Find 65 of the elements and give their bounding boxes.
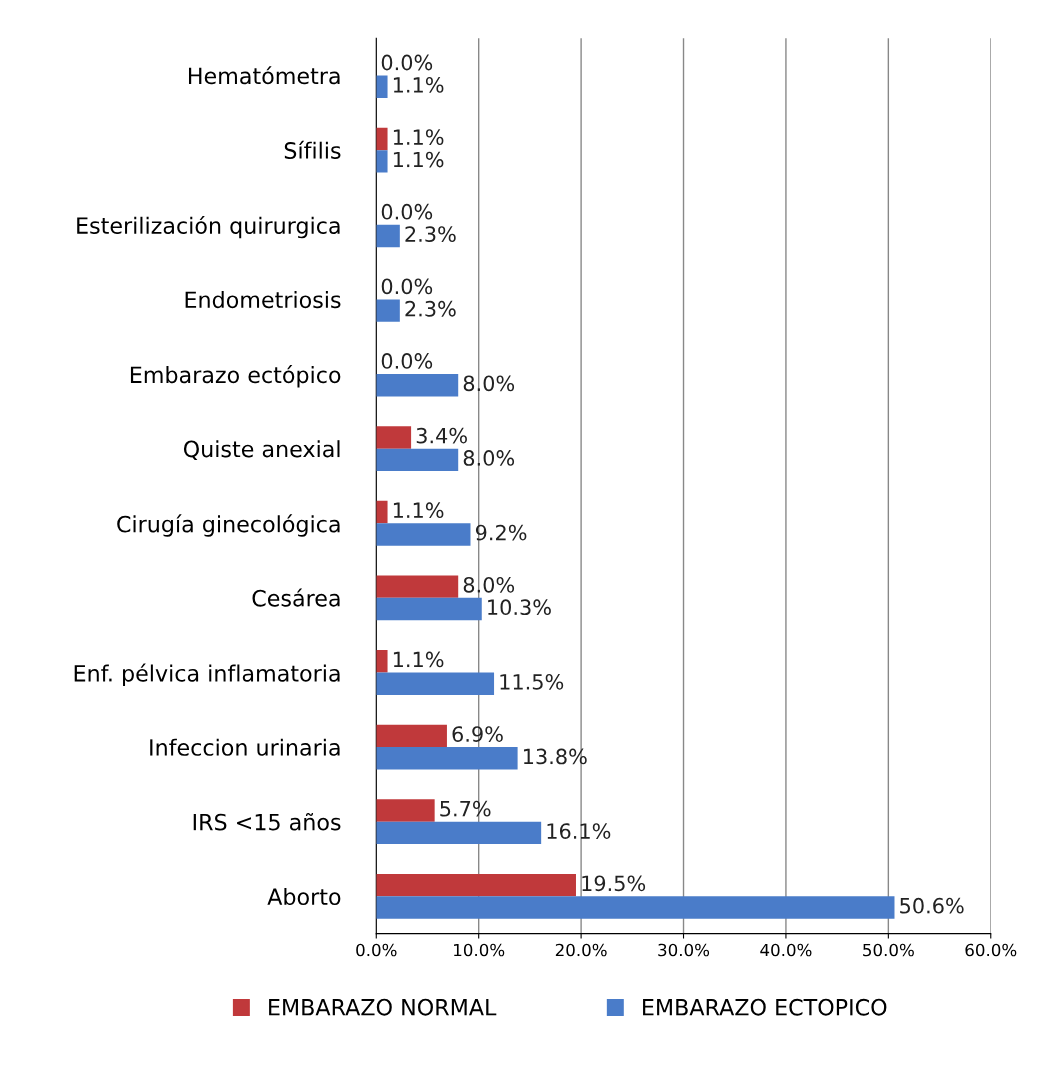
- x-tick-label: 0.0%: [356, 943, 397, 957]
- bar: [376, 873, 576, 897]
- bar: [376, 374, 459, 397]
- y-tick-label: Esterilización quirurgica: [77, 215, 340, 239]
- bar: [376, 523, 471, 546]
- bar: [376, 597, 482, 621]
- bar: [376, 575, 459, 598]
- bar: [376, 672, 495, 695]
- data-label: 8.0%: [463, 375, 515, 392]
- data-label: 19.5%: [582, 875, 646, 892]
- y-tick-label: Aborto: [267, 887, 341, 906]
- y-tick-label: Embarazo ectópico: [130, 365, 341, 388]
- x-tick-label: 40.0%: [760, 943, 812, 957]
- legend-label: EMBARAZO NORMAL: [269, 998, 497, 1016]
- data-label: 5.7%: [440, 800, 491, 817]
- bar: [376, 299, 400, 322]
- y-tick-label: Enf. pélvica inflamatoria: [74, 663, 340, 686]
- data-label: 11.5%: [500, 673, 564, 690]
- bar: [376, 821, 542, 845]
- data-label: 50.6%: [900, 897, 964, 914]
- y-tick-label: Sífilis: [284, 140, 341, 159]
- x-tick-label: 10.0%: [454, 943, 505, 957]
- data-label: 0.0%: [381, 353, 433, 369]
- data-label: 2.3%: [405, 226, 456, 243]
- data-label: 1.1%: [393, 151, 444, 168]
- bar: [376, 127, 388, 151]
- data-label: 10.3%: [488, 599, 551, 616]
- data-label: 8.0%: [463, 450, 515, 466]
- y-tick-label: IRS <15 años: [193, 812, 341, 831]
- y-tick-label: Infeccion urinaria: [150, 738, 340, 756]
- bar: [376, 896, 895, 919]
- data-label: 1.1%: [393, 77, 444, 93]
- data-label: 0.0%: [381, 278, 433, 295]
- y-tick-label: Hematómetra: [188, 66, 340, 85]
- y-tick-label: Cirugía ginecológica: [117, 514, 340, 537]
- x-tick-label: 50.0%: [863, 943, 914, 957]
- data-label: 0.0%: [381, 54, 433, 71]
- x-tick-label: 60.0%: [965, 943, 1017, 957]
- bar: [376, 224, 400, 248]
- bar: [376, 747, 518, 770]
- x-tick-label: 30.0%: [658, 943, 710, 957]
- data-label: 1.1%: [393, 129, 444, 145]
- bar: [376, 500, 388, 524]
- data-label: 1.1%: [393, 502, 444, 519]
- bar: [376, 426, 412, 449]
- bar: [376, 75, 388, 98]
- bar: [376, 724, 447, 748]
- bar: [376, 150, 388, 173]
- data-label: 2.3%: [405, 300, 456, 317]
- data-label: 13.8%: [523, 748, 587, 765]
- data-label: 16.1%: [547, 823, 611, 839]
- y-tick-label: Endometriosis: [185, 290, 341, 309]
- bar: [376, 448, 459, 472]
- y-tick-label: Quiste anexial: [183, 440, 340, 460]
- data-label: 1.1%: [393, 651, 444, 668]
- bar: [376, 650, 388, 673]
- data-label: 9.2%: [475, 524, 527, 541]
- data-label: 6.9%: [452, 726, 503, 742]
- legend-label: EMBARAZO ECTOPICO: [643, 998, 887, 1016]
- x-tick-label: 20.0%: [555, 943, 607, 957]
- y-tick-label: Cesárea: [252, 588, 340, 607]
- data-label: 0.0%: [381, 203, 433, 220]
- data-label: 8.0%: [463, 576, 515, 593]
- bar: [376, 799, 435, 822]
- data-label: 3.4%: [416, 427, 467, 444]
